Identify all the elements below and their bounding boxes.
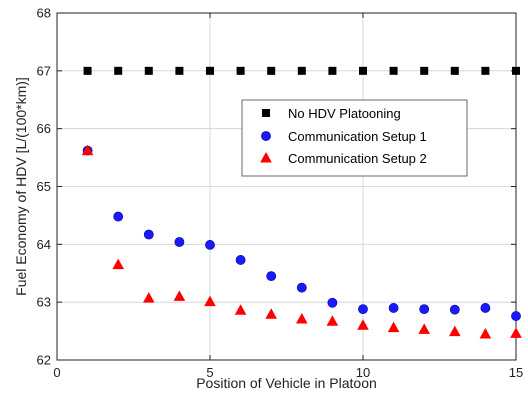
data-point-triangle <box>387 321 400 333</box>
legend-box <box>241 99 468 177</box>
data-point-circle <box>205 240 215 250</box>
legend-label-setup-2: Communication Setup 2 <box>288 151 427 166</box>
data-point-square <box>512 66 520 75</box>
data-point-circle <box>174 237 185 247</box>
data-point-triangle <box>326 315 339 326</box>
data-point-circle <box>143 229 154 240</box>
data-point-circle <box>327 297 338 308</box>
data-point-circle <box>358 304 368 315</box>
data-point-triangle <box>234 304 247 315</box>
data-point-square <box>420 66 429 75</box>
legend: No HDV Platooning Communication Setup 1 … <box>241 99 468 177</box>
legend-markers <box>260 109 272 163</box>
axis-ticks: 0 5 10 15 62 63 64 65 66 67 68 <box>37 6 524 381</box>
data-point-circle <box>449 304 460 315</box>
data-point-triangle <box>296 312 308 324</box>
legend-marker-circle <box>261 131 271 141</box>
data-point-triangle <box>449 325 461 337</box>
data-point-triangle <box>81 144 94 156</box>
legend-marker-triangle <box>260 152 272 163</box>
data-point-square <box>206 66 214 75</box>
legend-label-setup-1: Communication Setup 1 <box>288 129 427 144</box>
data-point-square <box>83 66 92 75</box>
data-point-triangle <box>357 319 369 330</box>
data-point-square <box>389 66 398 75</box>
data-point-triangle <box>418 323 430 334</box>
data-point-square <box>359 66 367 75</box>
data-point-triangle <box>204 295 216 307</box>
data-point-circle <box>235 255 246 265</box>
legend-label-no-platooning: No HDV Platooning <box>288 106 401 121</box>
data-point-triangle <box>510 327 522 338</box>
data-point-square <box>267 66 276 75</box>
data-point-circle <box>419 304 430 315</box>
x-tick-label: 15 <box>509 365 523 380</box>
data-point-circle <box>388 303 399 313</box>
data-point-square <box>114 66 123 75</box>
y-tick-label: 68 <box>37 6 51 21</box>
series-triangle <box>81 144 522 339</box>
data-point-square <box>450 66 459 75</box>
x-tick-label: 10 <box>356 365 370 380</box>
y-tick-label: 62 <box>37 353 51 368</box>
data-point-circle <box>296 282 307 293</box>
data-point-triangle <box>173 290 186 301</box>
series-square <box>83 66 520 75</box>
data-point-square <box>297 66 306 75</box>
data-point-circle <box>266 271 277 282</box>
series-layer <box>81 66 522 339</box>
data-point-circle <box>480 303 491 313</box>
data-point-circle <box>511 311 521 321</box>
legend-marker-square <box>262 109 270 117</box>
y-tick-label: 67 <box>37 63 51 78</box>
data-point-square <box>481 66 490 75</box>
y-tick-label: 66 <box>37 121 51 136</box>
data-point-triangle <box>265 308 277 319</box>
data-point-triangle <box>143 292 155 303</box>
data-point-circle <box>113 211 124 222</box>
data-point-square <box>236 66 245 75</box>
data-point-square <box>144 66 153 75</box>
y-axis-label: Fuel Economy of HDV [L/(100*km)] <box>13 77 29 296</box>
data-point-square <box>175 66 184 75</box>
x-tick-label: 0 <box>53 365 60 380</box>
y-tick-label: 64 <box>37 237 51 252</box>
x-axis-label: Position of Vehicle in Platoon <box>196 375 377 391</box>
y-tick-label: 63 <box>37 295 51 310</box>
x-tick-label: 5 <box>206 365 213 380</box>
series-circle <box>82 145 521 321</box>
y-tick-label: 65 <box>37 179 51 194</box>
data-point-triangle <box>112 258 124 270</box>
data-point-triangle <box>479 327 492 339</box>
data-point-square <box>328 66 337 75</box>
